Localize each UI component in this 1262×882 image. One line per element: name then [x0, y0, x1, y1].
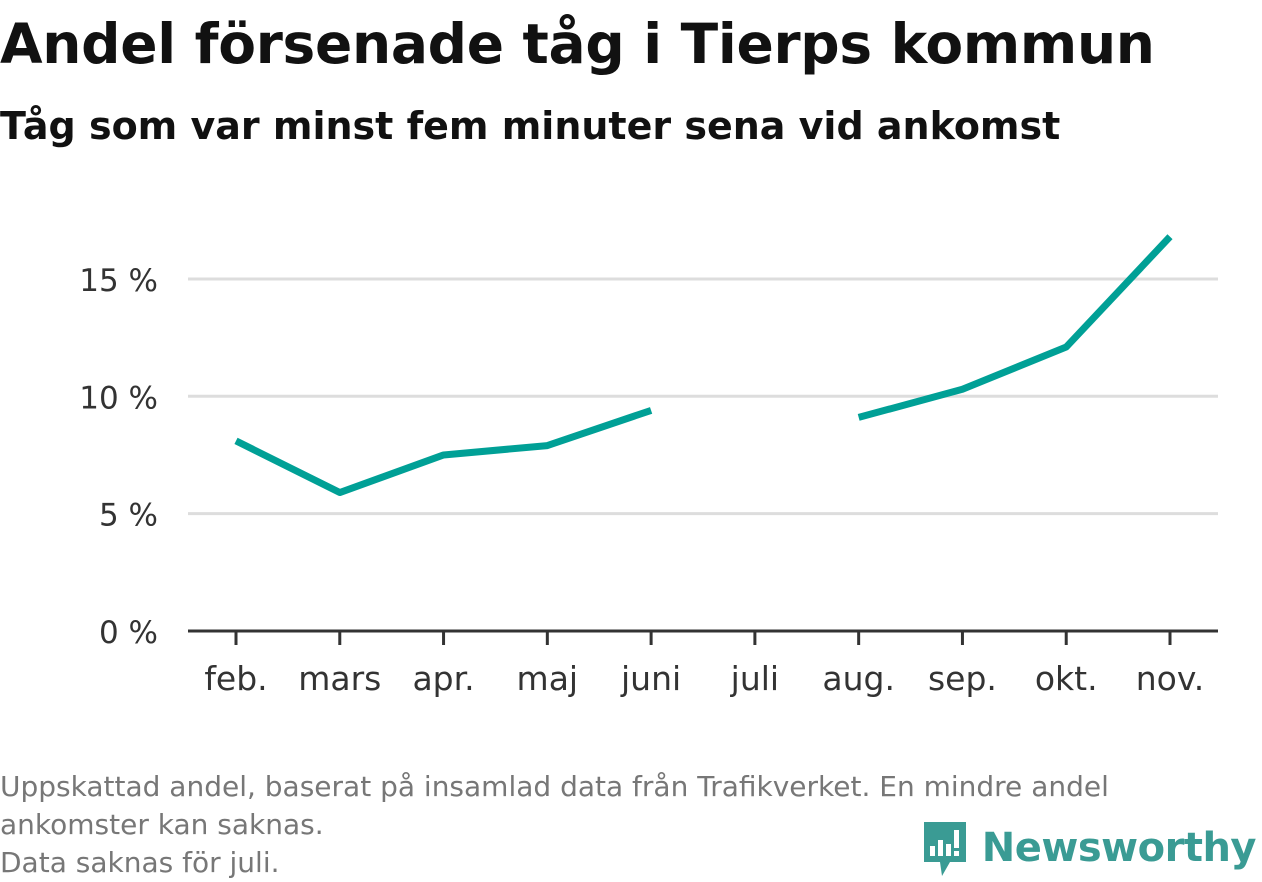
series-lines	[234, 234, 1173, 497]
x-axis	[188, 629, 1218, 645]
brand-name: Newsworthy	[981, 825, 1257, 871]
y-tick-label: 0 %	[99, 615, 158, 651]
x-tick-label: sep.	[928, 659, 997, 698]
footnote-line: ankomster kan saknas.	[0, 808, 324, 841]
y-axis-tick-labels: 0 % 5 % 10 % 15 %	[79, 263, 158, 651]
x-tick-label: okt.	[1035, 659, 1098, 698]
newsworthy-logo-icon	[923, 822, 966, 876]
x-tick-label: maj	[517, 659, 579, 698]
footnote-line: Uppskattad andel, baserat på insamlad da…	[0, 770, 1109, 803]
series-line-segment	[234, 407, 653, 497]
gridlines	[188, 277, 1218, 516]
series-line-segment	[857, 234, 1173, 421]
x-tick-label: aug.	[822, 659, 895, 698]
newsworthy-logo: Newsworthy	[920, 818, 1257, 878]
x-tick-label: nov.	[1136, 659, 1205, 698]
x-tick-label: juni	[620, 659, 681, 698]
x-tick-label: apr.	[412, 659, 474, 698]
chart-subtitle: Tåg som var minst fem minuter sena vid a…	[0, 104, 1061, 148]
footnote: Uppskattad andel, baserat på insamlad da…	[0, 768, 1245, 882]
x-tick-label: juli	[730, 659, 779, 698]
x-tick-label: feb.	[204, 659, 267, 698]
x-tick-label: mars	[298, 659, 381, 698]
x-axis-tick-labels: feb. mars apr. maj juni juli aug. sep. okt. nov.	[204, 659, 1204, 698]
chart-title: Andel försenade tåg i Tierps kommun	[0, 12, 1155, 76]
y-tick-label: 5 %	[99, 498, 158, 534]
y-tick-label: 15 %	[79, 263, 158, 299]
y-tick-label: 10 %	[79, 380, 158, 416]
footnote-line: Data saknas för juli.	[0, 846, 280, 879]
